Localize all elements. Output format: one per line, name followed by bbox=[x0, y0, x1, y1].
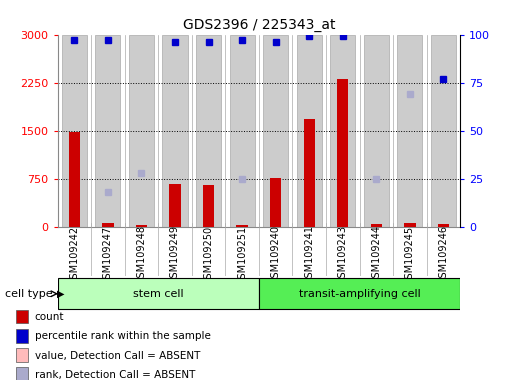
Bar bbox=[203, 185, 214, 227]
Text: GSM109249: GSM109249 bbox=[170, 225, 180, 285]
Bar bbox=[371, 224, 382, 227]
Text: value, Detection Call = ABSENT: value, Detection Call = ABSENT bbox=[35, 351, 200, 361]
Text: GSM109242: GSM109242 bbox=[70, 225, 79, 285]
Bar bbox=[196, 35, 221, 227]
Bar bbox=[259, 278, 460, 310]
Bar bbox=[129, 35, 154, 227]
Text: count: count bbox=[35, 312, 64, 322]
Bar bbox=[16, 367, 28, 381]
Bar bbox=[95, 35, 120, 227]
Title: GDS2396 / 225343_at: GDS2396 / 225343_at bbox=[183, 18, 335, 32]
Bar bbox=[330, 35, 355, 227]
Bar bbox=[397, 35, 423, 227]
Bar bbox=[337, 79, 348, 227]
Text: cell type: cell type bbox=[5, 289, 52, 299]
Bar bbox=[163, 35, 188, 227]
Bar bbox=[236, 225, 248, 227]
Bar bbox=[136, 225, 147, 227]
Text: GSM109248: GSM109248 bbox=[137, 225, 146, 285]
Text: GSM109241: GSM109241 bbox=[304, 225, 314, 285]
Bar bbox=[303, 119, 315, 227]
Text: ▶: ▶ bbox=[56, 289, 64, 299]
Bar bbox=[230, 35, 255, 227]
Text: rank, Detection Call = ABSENT: rank, Detection Call = ABSENT bbox=[35, 370, 195, 380]
Bar bbox=[16, 329, 28, 343]
Bar bbox=[16, 348, 28, 362]
Text: GSM109244: GSM109244 bbox=[371, 225, 381, 285]
Text: GSM109247: GSM109247 bbox=[103, 225, 113, 285]
Text: transit-amplifying cell: transit-amplifying cell bbox=[299, 289, 420, 299]
Text: GSM109246: GSM109246 bbox=[438, 225, 448, 285]
Text: percentile rank within the sample: percentile rank within the sample bbox=[35, 331, 210, 341]
Bar bbox=[169, 184, 180, 227]
Bar bbox=[102, 223, 113, 227]
Text: GSM109251: GSM109251 bbox=[237, 225, 247, 285]
Text: stem cell: stem cell bbox=[133, 289, 184, 299]
Bar bbox=[69, 132, 80, 227]
Bar bbox=[364, 35, 389, 227]
Bar bbox=[297, 35, 322, 227]
Bar bbox=[58, 278, 259, 310]
Text: GSM109250: GSM109250 bbox=[203, 225, 213, 285]
Bar bbox=[438, 224, 449, 227]
Text: GSM109243: GSM109243 bbox=[338, 225, 348, 285]
Text: GSM109240: GSM109240 bbox=[271, 225, 281, 285]
Bar bbox=[263, 35, 288, 227]
Bar bbox=[431, 35, 456, 227]
Bar bbox=[62, 35, 87, 227]
Text: GSM109245: GSM109245 bbox=[405, 225, 415, 285]
Bar bbox=[404, 223, 416, 227]
Bar bbox=[16, 310, 28, 323]
Bar bbox=[270, 178, 281, 227]
